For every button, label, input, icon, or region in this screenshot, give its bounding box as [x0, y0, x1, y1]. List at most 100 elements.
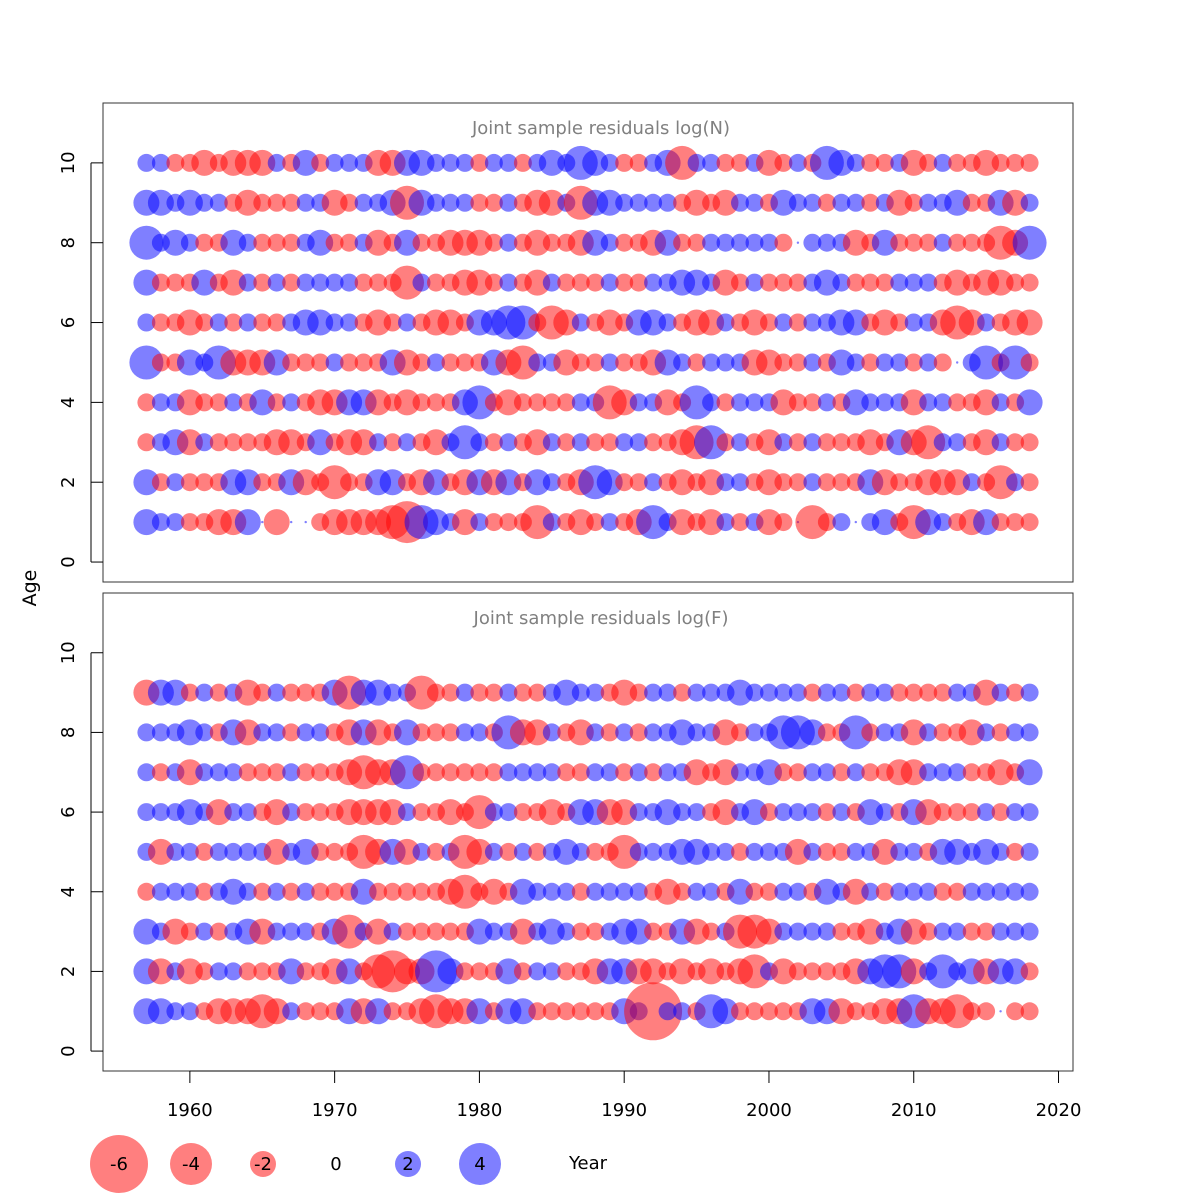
bubble-age-7-year-2011 [919, 273, 938, 292]
bubble-age-10-year-1976 [408, 149, 435, 176]
bubble-age-6-year-1964 [238, 803, 257, 822]
bubble-age-3-year-2002 [788, 433, 807, 452]
bubble-age-7-year-1986 [557, 763, 576, 782]
bubble-age-7-year-2006 [846, 763, 865, 782]
bubble-age-7-year-2000 [756, 759, 782, 786]
bubble-age-2-year-1996 [698, 469, 725, 496]
bubble-age-4-year-2000 [760, 882, 778, 901]
panel-title: Joint sample residuals log(N) [471, 118, 730, 139]
bubble-age-1-year-1998 [731, 1002, 749, 1021]
bubble-age-5-year-2008 [875, 353, 894, 372]
bubble-age-4-year-1960 [176, 389, 203, 416]
bubble-age-6-year-1982 [499, 803, 518, 822]
bubble-age-3-year-2017 [1006, 922, 1025, 941]
bubble-age-7-year-1958 [151, 763, 170, 782]
bubble-age-3-year-2015 [973, 429, 1000, 456]
bubble-age-5-year-1988 [586, 842, 605, 861]
bubble-age-5-year-2005 [832, 842, 851, 861]
bubble-age-1-year-2013 [940, 994, 975, 1029]
bubble-age-8-year-1989 [600, 233, 619, 252]
bubble-age-8-year-1987 [567, 719, 594, 746]
bubble-age-9-year-1980 [470, 683, 489, 702]
bubble-age-7-year-1967 [282, 763, 301, 782]
bubble-age-7-year-1958 [151, 273, 170, 292]
bubble-age-5-year-1979 [455, 353, 474, 372]
bubble-age-4-year-2011 [919, 882, 938, 901]
bubble-age-3-year-2015 [977, 922, 996, 941]
bubble-age-6-year-1996 [698, 309, 725, 336]
bubble-age-8-year-2012 [933, 723, 952, 742]
bubble-age-4-year-1963 [224, 393, 243, 412]
bubble-age-4-year-1995 [679, 385, 714, 420]
bubble-age-7-year-1968 [296, 273, 315, 292]
bubble-age-9-year-1964 [234, 679, 261, 706]
y-tick-label: 6 [58, 806, 79, 817]
bubble-age-6-year-2014 [958, 309, 985, 336]
bubble-age-5-year-2013 [956, 361, 959, 364]
bubble-age-8-year-1988 [586, 723, 605, 742]
bubble-age-7-year-1995 [683, 269, 710, 296]
bubble-age-1-year-1985 [542, 1002, 561, 1021]
bubble-age-7-year-1960 [176, 759, 203, 786]
bubble-age-3-year-1985 [542, 433, 561, 452]
bubble-age-4-year-1993 [654, 389, 681, 416]
bubble-age-9-year-1962 [209, 193, 228, 212]
bubble-age-6-year-1969 [307, 309, 334, 336]
bubble-age-5-year-2017 [1006, 842, 1025, 861]
bubble-age-4-year-2001 [770, 389, 797, 416]
bubble-age-6-year-1967 [282, 803, 301, 822]
bubble-age-1-year-1965 [261, 520, 264, 524]
bubble-age-3-year-1973 [369, 433, 388, 452]
bubble-age-9-year-1966 [267, 683, 286, 702]
bubble-age-4-year-2010 [900, 389, 927, 416]
bubble-age-3-year-2013 [948, 433, 967, 452]
bubble-age-7-year-2003 [803, 763, 822, 782]
bubble-age-7-year-1984 [524, 269, 551, 296]
bubble-age-3-year-1957 [133, 918, 160, 945]
bubble-age-1-year-2004 [817, 513, 836, 532]
bubble-age-7-year-2016 [987, 759, 1014, 786]
bubble-age-5-year-2009 [890, 353, 909, 372]
bubble-age-1-year-2016 [999, 1010, 1002, 1013]
bubble-age-9-year-1979 [455, 683, 474, 702]
bubble-age-10-year-1988 [582, 149, 609, 176]
bubble-age-7-year-2010 [900, 759, 927, 786]
bubble-age-9-year-2013 [944, 189, 971, 216]
bubble-age-3-year-1990 [615, 433, 634, 452]
bubble-age-6-year-2015 [977, 803, 996, 822]
bubble-age-6-year-2004 [817, 803, 836, 822]
bubble-age-8-year-2014 [958, 719, 985, 746]
bubble-age-2-year-1984 [528, 962, 547, 981]
bubble-age-8-year-1996 [702, 233, 721, 252]
bubble-age-4-year-2004 [813, 878, 840, 905]
bubble-age-7-year-1979 [455, 763, 474, 782]
bubble-age-7-year-1987 [571, 763, 590, 782]
bubble-age-2-year-1984 [524, 469, 551, 496]
bubble-age-2-year-1971 [336, 958, 363, 985]
bubble-age-8-year-1997 [712, 719, 739, 746]
bubble-age-2-year-1957 [133, 469, 160, 496]
bubble-age-10-year-2008 [875, 153, 894, 172]
bubble-age-7-year-1964 [238, 763, 257, 782]
bubble-age-3-year-1971 [332, 914, 367, 949]
bubble-age-8-year-2008 [871, 229, 898, 256]
bubble-age-1-year-1967 [290, 520, 293, 524]
bubble-age-3-year-1967 [278, 429, 305, 456]
bubble-age-4-year-1979 [447, 874, 482, 909]
bubble-age-7-year-1976 [412, 763, 431, 782]
bubble-age-9-year-1998 [731, 193, 749, 212]
bubble-age-8-year-2006 [842, 229, 869, 256]
bubble-age-6-year-1989 [596, 309, 623, 336]
bubble-age-5-year-1966 [263, 349, 290, 376]
bubble-age-4-year-1996 [702, 393, 721, 412]
bubble-age-10-year-1991 [629, 153, 648, 172]
bubble-age-2-year-2003 [803, 962, 822, 981]
bubble-age-7-year-2017 [1006, 273, 1025, 292]
bubble-age-10-year-1977 [427, 153, 445, 172]
bubble-age-2-year-1996 [698, 958, 725, 985]
bubble-age-6-year-2018 [1016, 309, 1043, 336]
bubble-age-5-year-1981 [484, 842, 503, 861]
bubble-age-2-year-1998 [731, 473, 749, 492]
bubble-age-5-year-2003 [803, 842, 822, 861]
bubble-age-3-year-1991 [629, 433, 648, 452]
